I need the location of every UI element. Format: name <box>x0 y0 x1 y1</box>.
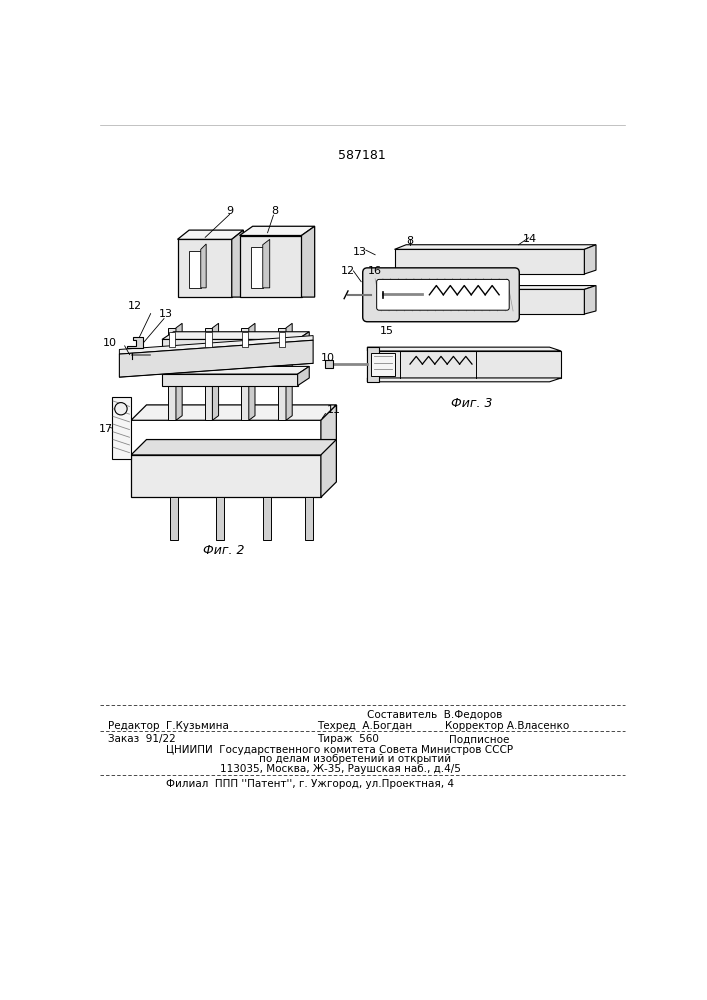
Polygon shape <box>395 286 596 289</box>
Polygon shape <box>263 239 270 288</box>
Text: 14: 14 <box>523 234 537 244</box>
Polygon shape <box>131 405 337 420</box>
Polygon shape <box>212 323 218 420</box>
Polygon shape <box>112 397 131 459</box>
Polygon shape <box>585 286 596 314</box>
Text: Тираж  560: Тираж 560 <box>317 734 379 744</box>
Polygon shape <box>368 347 561 351</box>
Polygon shape <box>162 332 309 339</box>
Polygon shape <box>305 497 313 540</box>
Polygon shape <box>368 378 561 382</box>
Circle shape <box>115 403 127 415</box>
Polygon shape <box>177 239 232 297</box>
Polygon shape <box>368 351 561 378</box>
Polygon shape <box>368 347 379 382</box>
Text: 12: 12 <box>128 301 142 311</box>
Polygon shape <box>395 249 585 274</box>
Polygon shape <box>325 360 332 368</box>
Text: Составитель  В.Федоров: Составитель В.Федоров <box>368 710 503 720</box>
Polygon shape <box>189 251 201 288</box>
Text: 13: 13 <box>159 309 173 319</box>
Text: 9: 9 <box>226 206 233 216</box>
Polygon shape <box>119 336 313 354</box>
Text: Корректор А.Власенко: Корректор А.Власенко <box>445 721 569 731</box>
Text: 8: 8 <box>407 235 414 245</box>
Polygon shape <box>206 332 211 347</box>
Polygon shape <box>131 440 337 455</box>
Polygon shape <box>321 405 337 497</box>
Polygon shape <box>216 497 224 540</box>
Polygon shape <box>241 328 249 420</box>
Polygon shape <box>395 289 585 314</box>
Polygon shape <box>242 332 248 347</box>
Polygon shape <box>162 374 298 386</box>
Polygon shape <box>168 328 176 420</box>
Text: 10: 10 <box>103 338 117 348</box>
Polygon shape <box>169 332 175 347</box>
Polygon shape <box>127 337 143 348</box>
Text: Фиг. 3: Фиг. 3 <box>451 397 493 410</box>
Text: 113035, Москва, Ж-35, Раушская наб., д.4/5: 113035, Москва, Ж-35, Раушская наб., д.4… <box>220 764 461 774</box>
Text: Техред  А.Богдан: Техред А.Богдан <box>317 721 412 731</box>
Polygon shape <box>119 340 313 377</box>
Text: Филиал  ППП ''Патент'', г. Ужгород, ул.Проектная, 4: Филиал ППП ''Патент'', г. Ужгород, ул.Пр… <box>166 779 454 789</box>
Polygon shape <box>263 497 271 540</box>
Text: 12: 12 <box>341 266 355 276</box>
Polygon shape <box>298 366 309 386</box>
Text: Подписное: Подписное <box>449 734 509 744</box>
Text: 587181: 587181 <box>338 149 386 162</box>
Polygon shape <box>131 455 321 497</box>
Polygon shape <box>371 353 395 376</box>
Polygon shape <box>201 244 206 288</box>
Polygon shape <box>301 226 315 297</box>
Text: Фиг. 2: Фиг. 2 <box>203 544 245 556</box>
Text: Редактор  Г.Кузьмина: Редактор Г.Кузьмина <box>107 721 228 731</box>
Text: 16: 16 <box>368 266 382 276</box>
Polygon shape <box>240 226 315 235</box>
Text: 8: 8 <box>271 206 278 216</box>
FancyBboxPatch shape <box>377 279 509 310</box>
FancyBboxPatch shape <box>363 268 519 322</box>
Text: по делам изобретений и открытий: по делам изобретений и открытий <box>259 754 451 764</box>
Polygon shape <box>279 332 285 347</box>
Text: 13: 13 <box>353 247 367 257</box>
Polygon shape <box>176 323 182 420</box>
Polygon shape <box>585 245 596 274</box>
Polygon shape <box>177 230 243 239</box>
Polygon shape <box>395 245 596 249</box>
Polygon shape <box>162 339 298 351</box>
Polygon shape <box>170 497 177 540</box>
Text: 17: 17 <box>99 424 113 434</box>
Polygon shape <box>279 328 286 420</box>
Polygon shape <box>232 230 243 297</box>
Polygon shape <box>240 235 301 297</box>
Polygon shape <box>162 366 309 374</box>
Text: Заказ  91/22: Заказ 91/22 <box>107 734 175 744</box>
Text: ЦНИИПИ  Государственного комитета Совета Министров СССР: ЦНИИПИ Государственного комитета Совета … <box>166 745 513 755</box>
Polygon shape <box>298 332 309 351</box>
Polygon shape <box>251 247 263 288</box>
Text: 11: 11 <box>327 405 341 415</box>
Text: 10: 10 <box>321 353 335 363</box>
Polygon shape <box>249 323 255 420</box>
Text: 15: 15 <box>380 326 394 336</box>
Polygon shape <box>204 328 212 420</box>
Polygon shape <box>286 323 292 420</box>
